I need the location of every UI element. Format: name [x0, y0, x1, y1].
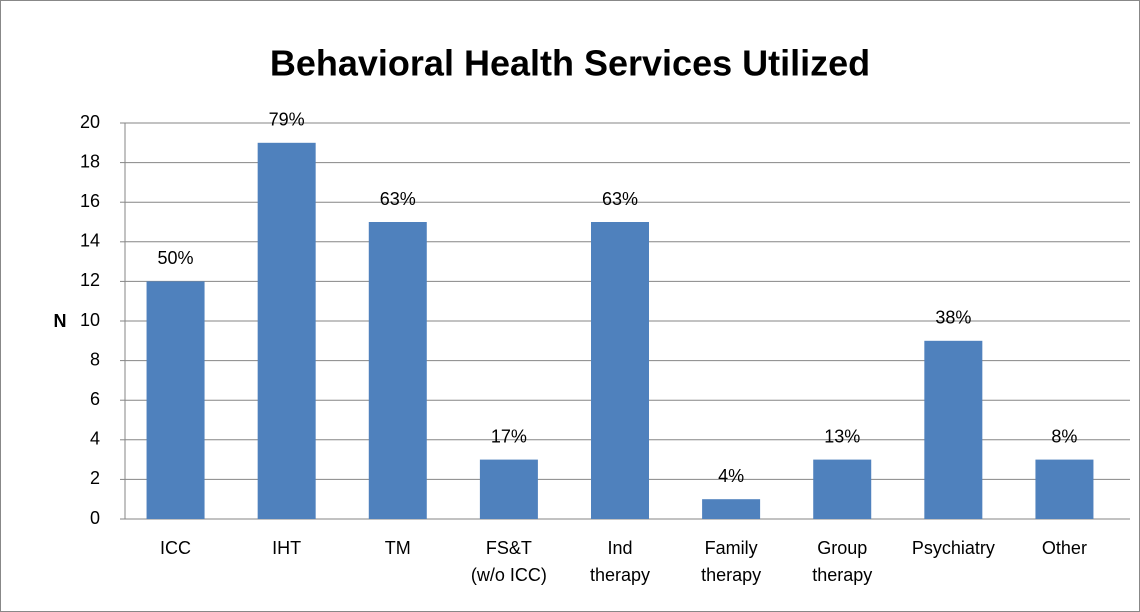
y-tick-label: 14 [80, 231, 100, 251]
percent-label: 63% [380, 189, 416, 209]
bar [257, 142, 316, 520]
percent-label: 38% [935, 308, 971, 328]
x-tick-label: Group [817, 538, 867, 558]
x-tick-label: FS&T [486, 538, 532, 558]
x-tick-label: (w/o ICC) [471, 565, 547, 585]
y-tick-label: 8 [90, 349, 100, 369]
bar [813, 459, 872, 519]
bar [1035, 459, 1094, 519]
percent-label: 50% [158, 248, 194, 268]
percent-label: 8% [1051, 426, 1077, 446]
percent-label: 63% [602, 189, 638, 209]
percent-label: 4% [718, 466, 744, 486]
x-tick-label: ICC [160, 538, 191, 558]
x-tick-label: IHT [272, 538, 301, 558]
bar [479, 459, 538, 519]
chart-title: Behavioral Health Services Utilized [270, 43, 870, 84]
y-tick-label: 0 [90, 508, 100, 528]
y-tick-label: 20 [80, 112, 100, 132]
y-tick-label: 2 [90, 468, 100, 488]
bar [702, 499, 761, 519]
y-tick-label: 6 [90, 389, 100, 409]
y-tick-label: 16 [80, 191, 100, 211]
bar [146, 281, 205, 519]
bar [591, 222, 649, 519]
y-tick-label: 12 [80, 270, 100, 290]
y-tick-label: 10 [80, 310, 100, 330]
bar [368, 222, 427, 519]
x-tick-label: TM [385, 538, 411, 558]
x-tick-label: Ind [607, 538, 632, 558]
x-tick-label: Family [705, 538, 758, 558]
percent-label: 17% [491, 426, 527, 446]
x-tick-label: Psychiatry [912, 538, 995, 558]
bar [924, 340, 983, 519]
y-tick-label: 4 [90, 429, 100, 449]
x-tick-label: therapy [701, 565, 761, 585]
y-axis-label: N [54, 311, 67, 331]
x-tick-label: Other [1042, 538, 1087, 558]
x-tick-label: therapy [590, 565, 650, 585]
y-tick-label: 18 [80, 151, 100, 171]
percent-label: 79% [269, 110, 305, 130]
x-tick-label: therapy [812, 565, 872, 585]
percent-label: 13% [824, 426, 860, 446]
